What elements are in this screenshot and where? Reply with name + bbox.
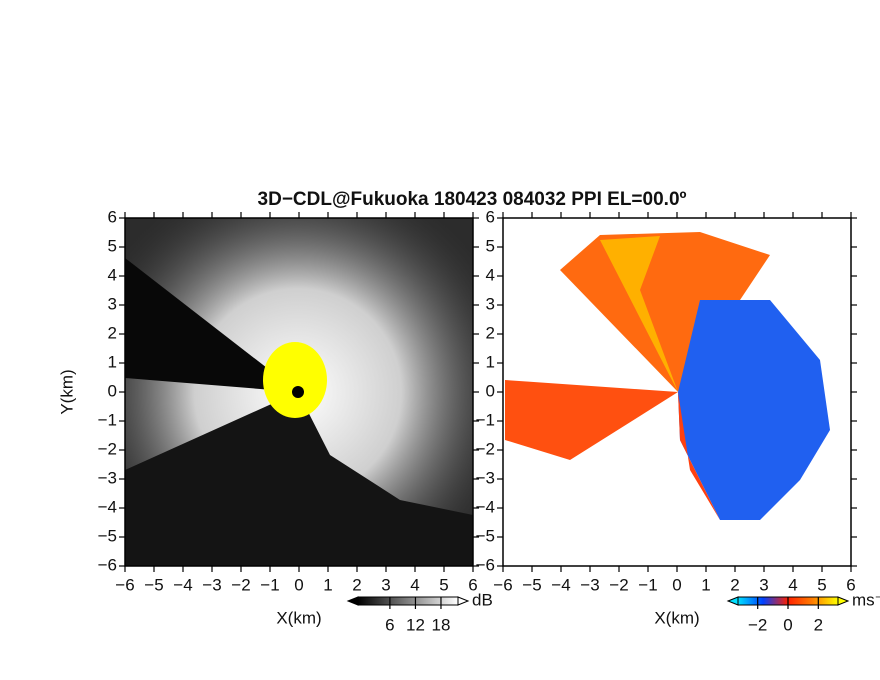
x-tick-label: −3 (202, 575, 221, 594)
colorbar-high-end (837, 596, 850, 606)
x-tick-label: −1 (638, 575, 657, 594)
x-tick-label: 3 (381, 575, 390, 594)
y-tick-label: −6 (98, 555, 117, 574)
y-tick-label: 6 (486, 207, 495, 226)
x-tick-label: −5 (522, 575, 541, 594)
y-tick-label: −2 (98, 439, 117, 458)
y-tick-label: 5 (486, 236, 495, 255)
y-tick-label: −2 (476, 439, 495, 458)
velocity-image (503, 218, 851, 566)
x-tick-label: 6 (468, 575, 477, 594)
y-tick-label: 0 (108, 381, 117, 400)
title: 3D−CDL@Fukuoka 180423 084032 PPI EL=00.0… (258, 189, 687, 210)
y-tick-label: 1 (108, 352, 117, 371)
y-tick-label: 6 (108, 207, 117, 226)
x-tick-label: −4 (551, 575, 570, 594)
y-axis-label: Y(km) (57, 369, 76, 414)
y-tick-label: 5 (108, 236, 117, 255)
x-tick-label: 5 (817, 575, 826, 594)
y-tick-label: −1 (98, 410, 117, 429)
x-tick-label: 0 (294, 575, 303, 594)
x-tick-label: −2 (231, 575, 250, 594)
x-tick-label: 4 (788, 575, 797, 594)
y-tick-label: −6 (476, 555, 495, 574)
y-tick-label: 0 (486, 381, 495, 400)
x-tick-label: 2 (352, 575, 361, 594)
colorbar (357, 596, 459, 606)
y-tick-label: −4 (476, 497, 495, 516)
x-tick-label: 6 (846, 575, 855, 594)
colorbar-unit: ms⁻¹ (852, 590, 880, 609)
x-tick-label: −3 (580, 575, 599, 594)
colorbar-unit: dB (472, 590, 493, 609)
x-tick-label: −4 (173, 575, 192, 594)
x-tick-label: 2 (730, 575, 739, 594)
x-tick-label: 1 (701, 575, 710, 594)
x-tick-label: −6 (115, 575, 134, 594)
y-tick-label: 2 (108, 323, 117, 342)
y-tick-label: 4 (108, 265, 117, 284)
y-tick-label: 2 (486, 323, 495, 342)
y-tick-label: −3 (476, 468, 495, 487)
y-tick-label: −4 (98, 497, 117, 516)
y-tick-label: 3 (108, 294, 117, 313)
radar-image (125, 218, 473, 566)
colorbar-tick-label: 6 (385, 615, 394, 634)
colorbar-high-end (457, 596, 470, 606)
x-tick-label: 5 (439, 575, 448, 594)
colorbar-low-end (726, 596, 739, 606)
x-tick-label: −6 (493, 575, 512, 594)
x-tick-label: 4 (410, 575, 419, 594)
colorbar-tick-label: −2 (748, 615, 767, 634)
colorbar-tick-label: 0 (783, 615, 792, 634)
y-tick-label: 3 (486, 294, 495, 313)
y-tick-label: −3 (98, 468, 117, 487)
x-tick-label: 1 (323, 575, 332, 594)
x-tick-label: −1 (260, 575, 279, 594)
y-tick-label: −5 (476, 526, 495, 545)
x-axis-label: X(km) (654, 608, 699, 627)
y-tick-label: 1 (486, 352, 495, 371)
x-tick-label: −2 (609, 575, 628, 594)
x-axis-label: X(km) (276, 608, 321, 627)
x-tick-label: −5 (144, 575, 163, 594)
colorbar-tick-label: 18 (432, 615, 451, 634)
y-tick-label: −1 (476, 410, 495, 429)
x-tick-label: 0 (672, 575, 681, 594)
colorbar-tick-label: 2 (814, 615, 823, 634)
y-tick-label: −5 (98, 526, 117, 545)
colorbar-low-end (346, 596, 359, 606)
x-tick-label: 3 (759, 575, 768, 594)
colorbar-tick-label: 12 (406, 615, 425, 634)
y-tick-label: 4 (486, 265, 495, 284)
